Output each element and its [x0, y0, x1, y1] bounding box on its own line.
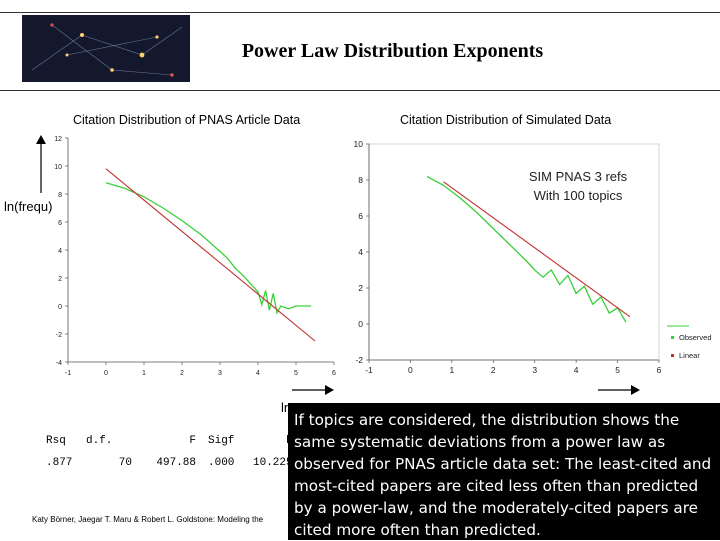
sim-annotation-line-1: SIM PNAS 3 refs — [528, 169, 628, 184]
x-axis-arrow-left — [292, 385, 334, 395]
y-tick-label: 10 — [54, 164, 62, 171]
slide-title: Power Law Distribution Exponents — [241, 40, 544, 62]
chart-2-title: Citation Distribution of Simulated Data — [400, 113, 612, 127]
x-tick-label: 2 — [180, 370, 184, 377]
x-tick-label: 5 — [294, 370, 298, 377]
observed-series-line — [105, 182, 312, 315]
cell-b0: 10.2251 — [253, 457, 300, 469]
x-tick-label: 6 — [657, 365, 662, 375]
sim-annotation-line-2: With 100 topics — [533, 188, 623, 203]
header-sigf: Sigf — [208, 435, 235, 447]
top-rule — [0, 12, 720, 13]
table-row: .877 70 497.88 .000 10.2251 — [46, 452, 299, 474]
y-tick-label: 0 — [58, 304, 62, 311]
y-tick-label: 4 — [58, 248, 62, 255]
cell-df: 70 — [118, 457, 132, 469]
y-tick-label: 8 — [58, 192, 62, 199]
x-tick-label: 0 — [104, 370, 108, 377]
x-tick-label: -1 — [365, 365, 373, 375]
x-axis-label: ln — [281, 400, 292, 415]
y-tick-label: 6 — [358, 211, 363, 221]
x-tick-label: 0 — [408, 365, 413, 375]
chart-1-title: Citation Distribution of PNAS Article Da… — [73, 113, 301, 127]
x-tick-label: 3 — [218, 370, 222, 377]
x-tick-label: 1 — [449, 365, 454, 375]
header-network-image — [22, 15, 190, 82]
table-header-row: Rsq d.f. F Sigf b0 — [46, 430, 299, 452]
x-tick-label: -1 — [65, 370, 71, 377]
slide-footer: Katy Börner, Jaegar T. Maru & Robert L. … — [32, 515, 264, 524]
y-tick-label: -2 — [56, 332, 62, 339]
y-tick-label: -2 — [355, 355, 363, 365]
explanation-box: If topics are considered, the distributi… — [288, 403, 720, 540]
header-df: d.f. — [86, 435, 113, 447]
y-tick-label: 10 — [354, 139, 364, 149]
legend-swatch-observed — [671, 336, 674, 339]
legend-label-observed: Observed — [679, 333, 712, 342]
regression-stats-table: Rsq d.f. F Sigf b0 .877 70 497.88 .000 1… — [46, 430, 299, 474]
y-tick-label: 12 — [54, 136, 62, 143]
cell-sigf: .000 — [208, 457, 235, 469]
x-tick-label: 4 — [256, 370, 260, 377]
x-tick-label: 4 — [574, 365, 579, 375]
y-axis-label: ln(frequ) — [4, 199, 53, 214]
header-rsq: Rsq — [46, 435, 66, 447]
x-tick-label: 3 — [532, 365, 537, 375]
x-tick-label: 5 — [615, 365, 620, 375]
legend-label-linear: Linear — [679, 351, 700, 360]
y-tick-label: 2 — [58, 276, 62, 283]
cell-f: 497.88 — [156, 457, 196, 469]
y-tick-label: 4 — [358, 247, 363, 257]
observed-series-line — [426, 175, 627, 323]
network-graphic — [22, 15, 190, 82]
y-tick-label: -4 — [56, 360, 62, 367]
y-tick-label: 2 — [358, 283, 363, 293]
x-tick-label: 2 — [491, 365, 496, 375]
linear-fit-line — [105, 168, 316, 342]
linear-fit-line — [443, 181, 631, 318]
x-tick-label: 6 — [332, 370, 336, 377]
legend-swatch-linear — [671, 354, 674, 357]
y-tick-label: 8 — [358, 175, 363, 185]
y-tick-label: 0 — [358, 319, 363, 329]
sim-annotation: SIM PNAS 3 refs With 100 topics — [508, 167, 648, 205]
chart-simulated: -2 0 2 4 6 8 10 -1 0 1 2 3 4 5 6 Observed Linear — [354, 139, 712, 375]
title-rule — [0, 90, 720, 91]
y-tick-label: 6 — [58, 220, 62, 227]
header-f: F — [189, 435, 196, 447]
x-axis-arrow-right — [598, 385, 640, 395]
x-tick-label: 1 — [142, 370, 146, 377]
y-axis-arrow — [36, 135, 46, 193]
cell-rsq: .877 — [46, 457, 73, 469]
